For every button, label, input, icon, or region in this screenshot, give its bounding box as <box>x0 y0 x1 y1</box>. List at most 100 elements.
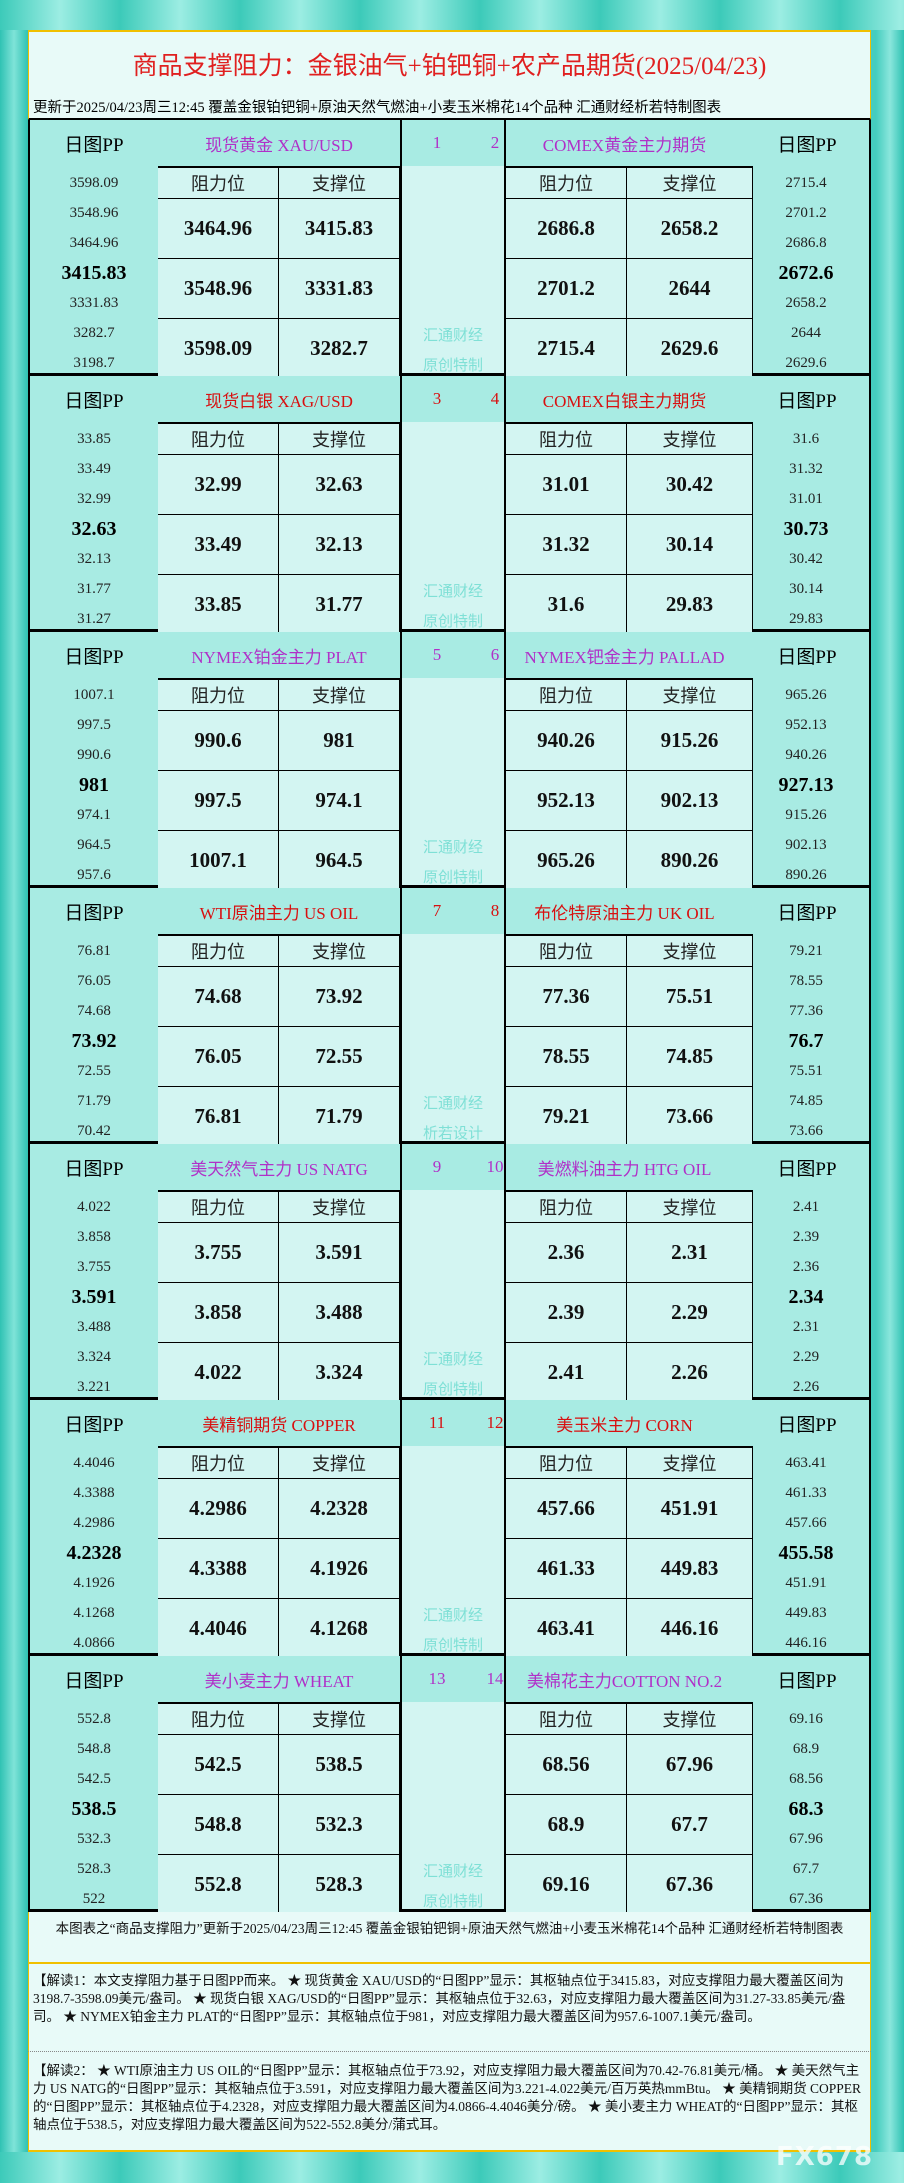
resistance-value: 78.55 <box>506 1027 627 1087</box>
watermark-column: 汇通财经 原创特制 <box>400 678 506 886</box>
pp-level: 3.488 <box>77 1319 111 1335</box>
pp-level: 4.4046 <box>73 1455 115 1471</box>
resistance-value: 68.9 <box>506 1795 627 1855</box>
bottom-frame <box>0 2152 904 2183</box>
support-value: 981 <box>279 711 400 771</box>
support-header: 支撑位 <box>627 168 753 199</box>
resistance-value: 76.81 <box>158 1087 279 1146</box>
resistance-value: 32.99 <box>158 455 279 515</box>
pp-level: 974.1 <box>77 807 111 823</box>
instrument-name: 现货白银 XAG/USD <box>205 391 353 411</box>
support-value: 964.5 <box>279 831 400 890</box>
pp-levels: 2715.4 2701.2 2686.8 2672.6 2658.2 2644 2629.6 <box>743 166 869 373</box>
pp-level: 3.324 <box>77 1349 111 1365</box>
commodity-block: 日图PP 日图PP 美精铜期货 COPPER 美玉米主力 CORN 11 12 汇通财经 原创… <box>28 1400 871 1658</box>
pp-level: 31.77 <box>77 581 111 597</box>
pivot-point: 3.591 <box>71 1286 117 1308</box>
pp-level: 74.85 <box>789 1093 823 1109</box>
pp-level: 72.55 <box>77 1063 111 1079</box>
resistance-value: 4.4046 <box>158 1599 279 1658</box>
pp-levels: 552.8 548.8 542.5 538.5 532.3 528.3 522 <box>30 1702 158 1909</box>
pp-level: 2715.4 <box>785 175 827 191</box>
support-value: 3415.83 <box>279 199 400 259</box>
summary-note: 本图表之“商品支撑阻力”更新于2025/04/23周三12:45 覆盖金银铂钯铜… <box>28 1912 871 1964</box>
resistance-value: 952.13 <box>506 771 627 831</box>
pp-level: 3.858 <box>77 1229 111 1245</box>
resistance-value: 68.56 <box>506 1735 627 1795</box>
pp-level: 69.16 <box>789 1711 823 1727</box>
resistance-value: 1007.1 <box>158 831 279 890</box>
support-value: 4.1926 <box>279 1539 400 1599</box>
support-value: 3.488 <box>279 1283 400 1343</box>
pp-level: 30.42 <box>789 551 823 567</box>
pp-level: 75.51 <box>789 1063 823 1079</box>
pp-level: 74.68 <box>77 1003 111 1019</box>
support-value: 902.13 <box>627 771 753 831</box>
support-value: 73.92 <box>279 967 400 1027</box>
resistance-value: 74.68 <box>158 967 279 1027</box>
support-header: 支撑位 <box>627 1704 753 1735</box>
pivot-point: 73.92 <box>71 1030 117 1052</box>
instrument-number: 3 <box>432 389 442 408</box>
pp-label: 日图PP <box>777 1414 837 1436</box>
pivot-point: 538.5 <box>71 1798 117 1820</box>
pp-level: 4.2986 <box>73 1515 115 1531</box>
pp-level: 2.36 <box>792 1259 820 1275</box>
resistance-value: 3598.09 <box>158 319 279 378</box>
support-header: 支撑位 <box>279 1192 400 1223</box>
commodity-block: 日图PP 日图PP 现货白银 XAG/USD COMEX白银主力期货 3 4 汇通财经 原创特… <box>28 376 871 634</box>
fx678-logo: FX678 <box>776 2142 874 2172</box>
resistance-value: 3548.96 <box>158 259 279 319</box>
pp-level: 532.3 <box>77 1831 111 1847</box>
watermark-text: 原创特制 <box>422 1894 483 1910</box>
pp-level: 73.66 <box>789 1123 823 1139</box>
levels-table: 阻力位 支撑位 990.6 981 997.5 974.1 1007.1 964.5 <box>158 678 400 890</box>
top-frame <box>0 0 904 30</box>
support-value: 73.66 <box>627 1087 753 1146</box>
reading-1: 【解读1：本文支撑阻力基于日图PP而来。 ★ 现货黄金 XAU/USD的“日图P… <box>28 1964 871 2052</box>
support-value: 974.1 <box>279 771 400 831</box>
pp-level: 4.1268 <box>73 1605 115 1621</box>
support-value: 2644 <box>627 259 753 319</box>
support-value: 75.51 <box>627 967 753 1027</box>
instrument-name: 美精铜期货 COPPER <box>202 1415 356 1435</box>
pp-level: 2.41 <box>792 1199 820 1215</box>
levels-table: 阻力位 支撑位 74.68 73.92 76.05 72.55 76.81 71.79 <box>158 934 400 1146</box>
resistance-value: 2.36 <box>506 1223 627 1283</box>
page-title: 商品支撑阻力：金银油气+铂钯铜+农产品期货(2025/04/23) <box>132 53 767 80</box>
instrument-name: 美玉米主力 CORN <box>556 1415 693 1435</box>
pp-level: 29.83 <box>789 611 823 627</box>
resistance-value: 463.41 <box>506 1599 627 1658</box>
instrument-number: 12 <box>486 1413 504 1432</box>
support-value: 2629.6 <box>627 319 753 378</box>
instrument-number: 9 <box>432 1157 442 1176</box>
pp-levels: 4.022 3.858 3.755 3.591 3.488 3.324 3.221 <box>30 1190 158 1397</box>
resistance-value: 3.858 <box>158 1283 279 1343</box>
pp-level: 30.14 <box>789 581 823 597</box>
commodity-block: 日图PP 日图PP 现货黄金 XAU/USD COMEX黄金主力期货 1 2 汇通财经 原创特… <box>28 120 871 378</box>
pp-level: 997.5 <box>77 717 111 733</box>
header: 商品支撑阻力：金银油气+铂钯铜+农产品期货(2025/04/23) 更新于202… <box>28 30 871 120</box>
pp-label: 日图PP <box>777 902 837 924</box>
support-value: 2658.2 <box>627 199 753 259</box>
pp-level: 940.26 <box>785 747 827 763</box>
pp-level: 33.85 <box>77 431 111 447</box>
resistance-header: 阻力位 <box>158 680 279 711</box>
pp-levels: 3598.09 3548.96 3464.96 3415.83 3331.83 3282.… <box>30 166 158 373</box>
resistance-value: 4.3388 <box>158 1539 279 1599</box>
watermark-text: 原创特制 <box>422 614 483 630</box>
support-value: 538.5 <box>279 1735 400 1795</box>
instrument-number: 8 <box>490 901 500 920</box>
pivot-point: 981 <box>79 774 109 796</box>
watermark-text: 原创特制 <box>422 1382 483 1398</box>
commodity-block: 日图PP 日图PP WTI原油主力 US OIL 布伦特原油主力 UK OIL 7 8 汇通… <box>28 888 871 1146</box>
pp-level: 451.91 <box>785 1575 827 1591</box>
pivot-point: 4.2328 <box>66 1542 122 1564</box>
watermark-text: 汇通财经 <box>422 584 483 600</box>
pp-label: 日图PP <box>777 1670 837 1692</box>
pp-label: 日图PP <box>64 390 124 412</box>
resistance-header: 阻力位 <box>158 1192 279 1223</box>
support-value: 449.83 <box>627 1539 753 1599</box>
pp-level: 965.26 <box>785 687 827 703</box>
resistance-header: 阻力位 <box>506 1192 627 1223</box>
